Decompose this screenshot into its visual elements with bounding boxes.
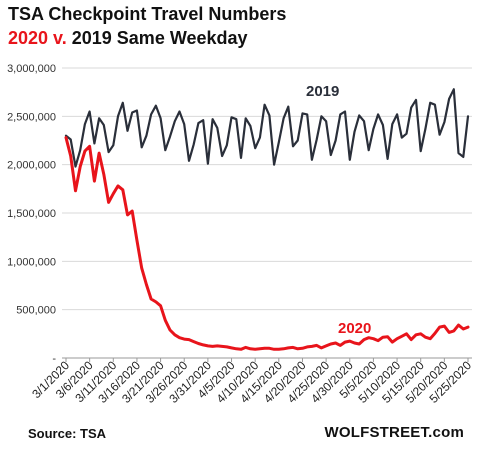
y-tick-label: 3,000,000 [7,63,56,75]
title-2020-highlight: 2020 v. [8,28,67,48]
y-tick-label: 1,500,000 [7,208,56,220]
chart-title-line-2: 2020 v. 2019 Same Weekday [8,28,248,49]
y-axis: - 500,000 1,000,000 1,500,000 2,000,000 2,500… [7,63,56,365]
x-axis: 3/1/20203/6/20203/11/20203/16/20203/21/2… [29,358,474,406]
y-tick-label: 500,000 [16,305,56,317]
brand-logo-text: WOLFSTREET.com [324,424,464,441]
series-line-2020 [64,136,470,351]
y-tick-label: 2,000,000 [7,160,56,172]
series-lines [64,88,470,351]
source-note: Source: TSA [28,426,107,441]
series-label-2020: 2020 [338,320,371,337]
chart-title-line-1: TSA Checkpoint Travel Numbers [8,4,287,24]
series-line-2019 [64,88,470,168]
y-tick-label: - [52,353,56,365]
series-label-2019: 2019 [306,83,339,100]
y-tick-label: 2,500,000 [7,111,56,123]
title-2019-text: 2019 Same Weekday [71,28,248,48]
series-labels: 2019 2020 [306,83,371,337]
y-tick-label: 1,000,000 [7,256,56,268]
